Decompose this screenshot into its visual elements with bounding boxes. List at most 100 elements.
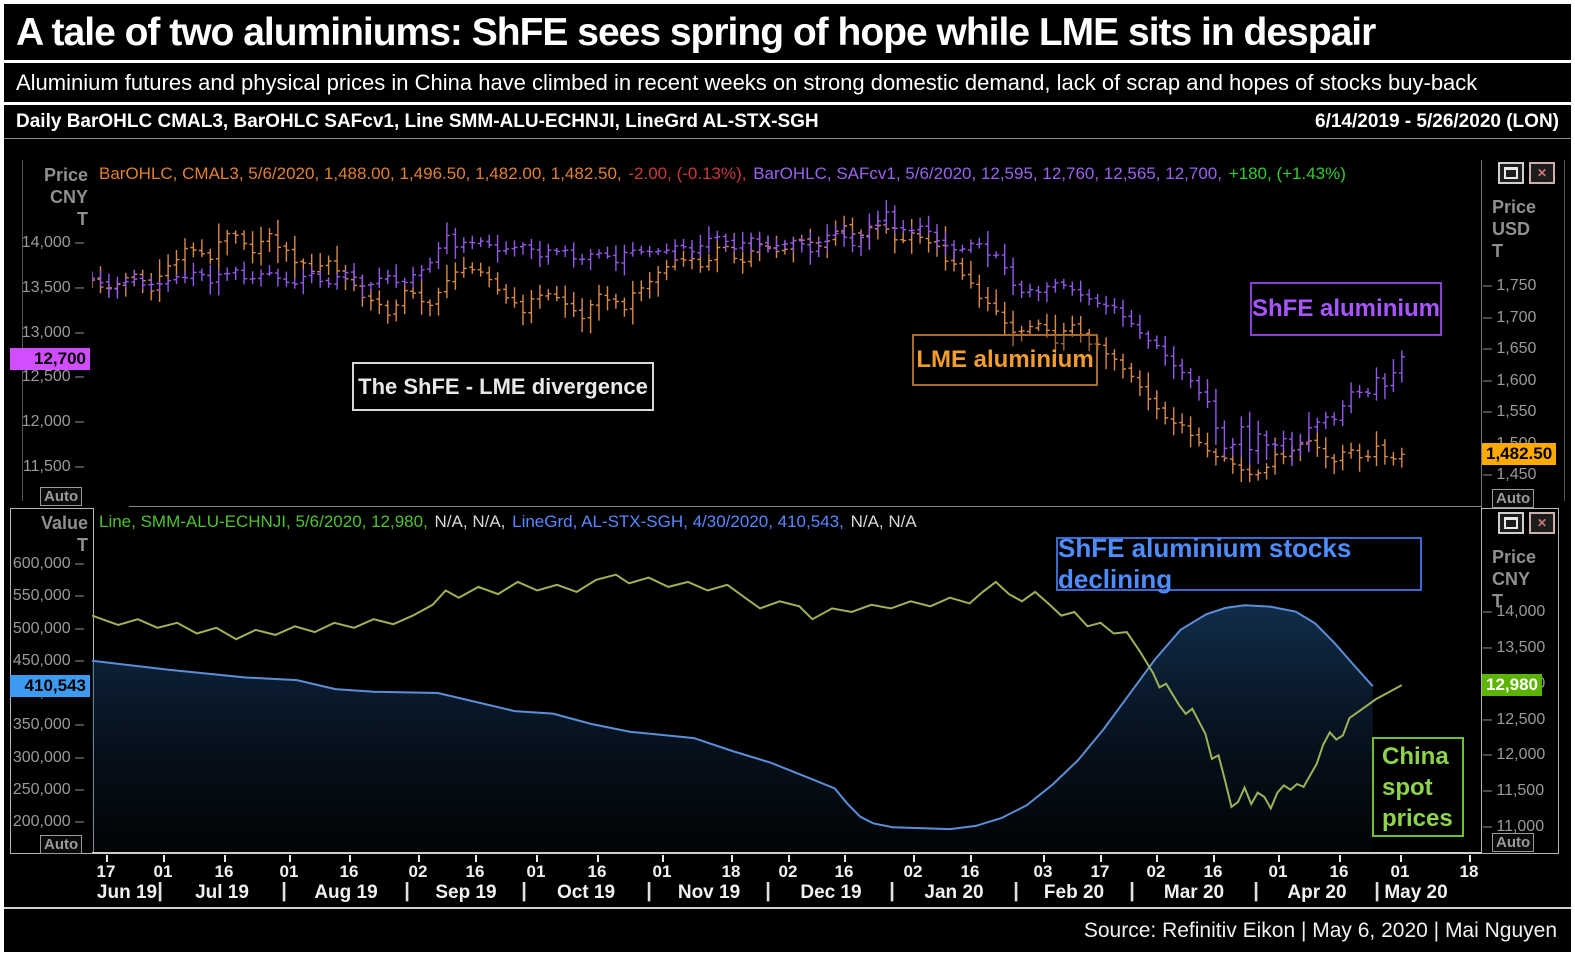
bottom-right-axis-title: Price CNY T xyxy=(1492,547,1537,611)
x-axis-day-label: 02 xyxy=(903,862,923,881)
x-axis-tick xyxy=(1400,855,1402,862)
x-axis-day-label: 16 xyxy=(587,862,607,881)
bottom-left-tick: 550,000 – xyxy=(12,587,84,604)
x-axis-day-label: 02 xyxy=(408,862,428,881)
x-axis-month-separator: | xyxy=(1374,880,1380,902)
legend-segment: BarOHLC, SAFcv1, 5/6/2020, 12,595, 12,76… xyxy=(753,164,1227,183)
x-axis-day-label: 16 xyxy=(960,862,980,881)
x-axis-month-label: Apr 20 xyxy=(1287,882,1347,903)
x-axis-day-label: 01 xyxy=(153,862,173,881)
x-axis-month-separator: | xyxy=(281,880,287,902)
chart-toolbar: Daily BarOHLC CMAL3, BarOHLC SAFcv1, Lin… xyxy=(4,105,1571,139)
annotation-lme-aluminium[interactable]: LME aluminium xyxy=(912,334,1098,386)
top-left-last-value-badge: 12,700 xyxy=(10,348,90,370)
x-axis-day-label: 16 xyxy=(834,862,854,881)
x-axis-month-label: Feb 20 xyxy=(1043,882,1105,903)
annotation-china-spot-prices[interactable]: China spot prices xyxy=(1372,737,1464,837)
top-right-tick: – 1,750 xyxy=(1483,277,1537,294)
top-right-tick: – 1,550 xyxy=(1483,403,1537,420)
auto-scale-button-bottom-right[interactable]: Auto xyxy=(1492,833,1535,852)
x-axis-tick xyxy=(913,855,915,862)
x-axis-tick xyxy=(163,855,165,862)
annotation-shfe-stocks[interactable]: ShFE aluminium stocks declining xyxy=(1056,533,1422,594)
bottom-right-tick: – 12,000 xyxy=(1483,746,1546,763)
x-axis-tick xyxy=(788,855,790,862)
x-axis-day-label: 16 xyxy=(214,862,234,881)
x-axis-day-label: 01 xyxy=(652,862,672,881)
top-left-axis-title: Price CNY T xyxy=(43,165,88,229)
x-axis-day-label: 16 xyxy=(339,862,359,881)
x-axis-tick xyxy=(1043,855,1045,862)
x-axis-day-label: 17 xyxy=(96,862,116,881)
x-axis-day-label: 01 xyxy=(279,862,299,881)
x-axis-baseline xyxy=(92,852,1481,854)
x-axis-tick xyxy=(1100,855,1102,862)
source-bar: Source: Refinitiv Eikon | May 6, 2020 | … xyxy=(4,907,1571,952)
bottom-right-last-value-badge: 12,980 xyxy=(1482,674,1542,696)
close-icon[interactable]: ✕ xyxy=(1529,512,1555,534)
source-text: Source: Refinitiv Eikon | May 6, 2020 | … xyxy=(1083,918,1557,942)
bottom-right-tick: – 11,500 xyxy=(1483,782,1545,799)
restore-icon[interactable] xyxy=(1498,162,1524,184)
bottom-pane-legend: Line, SMM-ALU-ECHNJI, 5/6/2020, 12,980, … xyxy=(99,512,919,532)
x-axis-month-label: Aug 19 xyxy=(314,882,378,903)
x-axis-month-label: Oct 19 xyxy=(556,882,616,903)
legend-segment: Line, SMM-ALU-ECHNJI, 5/6/2020, 12,980, xyxy=(99,512,433,531)
x-axis-tick xyxy=(475,855,477,862)
auto-scale-button-bottom-left[interactable]: Auto xyxy=(40,835,83,854)
bottom-right-tick: – 11,000 xyxy=(1483,818,1545,835)
bottom-left-tick: 450,000 – xyxy=(12,652,84,669)
x-axis-tick xyxy=(418,855,420,862)
x-axis-day-label: 02 xyxy=(1146,862,1166,881)
bottom-pane-window-controls: ✕ xyxy=(1498,512,1555,534)
restore-glyph xyxy=(1504,167,1518,179)
bottom-left-last-value-badge: 410,543 xyxy=(10,675,90,697)
x-axis-tick xyxy=(1278,855,1280,862)
x-axis-month-separator: | xyxy=(646,880,652,902)
x-axis-month-separator: | xyxy=(889,880,895,902)
x-axis-day-label: 03 xyxy=(1033,862,1053,881)
bottom-right-tick: – 14,000 xyxy=(1483,603,1546,620)
top-right-tick: – 1,700 xyxy=(1483,309,1537,326)
close-icon[interactable]: ✕ xyxy=(1529,162,1555,184)
x-axis-tick xyxy=(662,855,664,862)
x-axis-month-separator: | xyxy=(404,880,410,902)
date-range: 6/14/2019 - 5/26/2020 (LON) xyxy=(1315,111,1559,132)
top-pane-plot xyxy=(92,200,1405,483)
instrument-list: Daily BarOHLC CMAL3, BarOHLC SAFcv1, Lin… xyxy=(16,111,819,132)
legend-segment: LineGrd, AL-STX-SGH, 4/30/2020, 410,543, xyxy=(512,512,849,531)
top-right-gutter-line xyxy=(1564,160,1565,501)
x-axis-month-label: Jul 19 xyxy=(195,882,249,903)
auto-scale-button-top-left[interactable]: Auto xyxy=(40,487,83,506)
x-axis-tick xyxy=(970,855,972,862)
bottom-right-axis-box xyxy=(1481,508,1559,854)
restore-icon[interactable] xyxy=(1498,512,1524,534)
annotation-shfe-aluminium[interactable]: ShFE aluminium xyxy=(1250,282,1442,336)
x-axis-day-label: 17 xyxy=(1090,862,1110,881)
top-right-tick: – 1,600 xyxy=(1483,372,1537,389)
x-axis-tick xyxy=(844,855,846,862)
top-left-tick: 11,500 – xyxy=(22,458,84,475)
x-axis-month-separator: | xyxy=(1013,880,1019,902)
x-axis-day-label: 18 xyxy=(1459,862,1479,881)
bottom-left-tick: 250,000 – xyxy=(12,781,84,798)
bottom-right-tick: – 13,500 xyxy=(1483,639,1546,656)
x-axis-month-separator: | xyxy=(1129,880,1135,902)
top-left-tick: 13,000 – xyxy=(21,324,84,341)
annotation-divergence[interactable]: The ShFE - LME divergence xyxy=(352,362,654,411)
x-axis-tick xyxy=(597,855,599,862)
top-right-tick: – 1,450 xyxy=(1483,466,1537,483)
x-axis-month-separator: | xyxy=(521,880,527,902)
x-axis-tick xyxy=(349,855,351,862)
x-axis-month-label: May 20 xyxy=(1384,882,1448,903)
plot-right-border xyxy=(1481,160,1482,852)
x-axis-tick xyxy=(106,855,108,862)
x-axis-tick xyxy=(1469,855,1471,862)
auto-scale-button-top-right[interactable]: Auto xyxy=(1492,489,1535,508)
top-right-axis-title: Price USD T xyxy=(1492,197,1537,261)
top-left-gutter-line xyxy=(22,160,23,501)
x-axis-month-separator: | xyxy=(157,880,163,902)
chart-area: BarOHLC, CMAL3, 5/6/2020, 1,488.00, 1,49… xyxy=(4,156,1571,905)
x-axis-day-label: 01 xyxy=(526,862,546,881)
